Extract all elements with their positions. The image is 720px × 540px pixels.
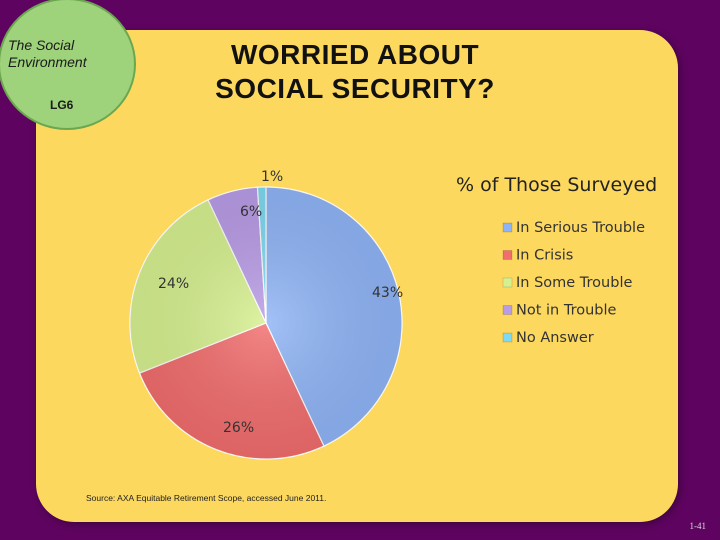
legend-label: Not in Trouble [516,303,617,319]
slide-title-line1: WORRIED ABOUT [230,39,480,70]
learning-goal-label: LG6 [50,98,74,112]
legend-label: In Some Trouble [516,275,632,291]
source-note: Source: AXA Equitable Retirement Scope, … [86,493,327,503]
section-badge: The Social Environment LG6 [0,0,136,130]
legend-item-no-answer: No Answer [502,330,594,346]
pie-label-not-in-trouble: 6% [240,204,262,220]
pie-label-in-crisis: 26% [223,420,254,436]
pie-label-in-some-trouble: 24% [158,276,189,292]
page-number: 1-41 [689,521,707,531]
pie-slices [129,186,403,460]
legend-label: In Serious Trouble [516,220,645,236]
legend-swatch [502,250,513,260]
legend-swatch [502,332,513,343]
badge-title-line1: The Social [8,37,75,53]
legend-item-in-crisis: In Crisis [502,248,573,264]
pie-label-no-answer: 1% [261,169,283,185]
pie-data-labels: 43% 26% 24% 6% 1% [158,169,403,436]
badge-title-line2: Environment [8,54,87,70]
slide-title-line2: SOCIAL SECURITY? [215,73,495,104]
legend-item-in-serious-trouble: In Serious Trouble [502,220,645,236]
legend-swatch [502,277,513,288]
legend-swatch [502,305,513,315]
legend-label: In Crisis [516,248,573,264]
legend-item-in-some-trouble: In Some Trouble [502,275,632,291]
slide-title: WORRIED ABOUT SOCIAL SECURITY? [170,38,540,106]
legend-label: No Answer [516,330,594,346]
chart-title: % of Those Surveyed [456,174,657,196]
chart-legend: In Serious Trouble In Crisis In Some Troub… [502,220,645,346]
pie-label-in-serious-trouble: 43% [372,285,403,301]
badge-title: The Social Environment [8,37,87,71]
legend-item-not-in-trouble: Not in Trouble [502,303,617,319]
legend-swatch [502,222,513,233]
